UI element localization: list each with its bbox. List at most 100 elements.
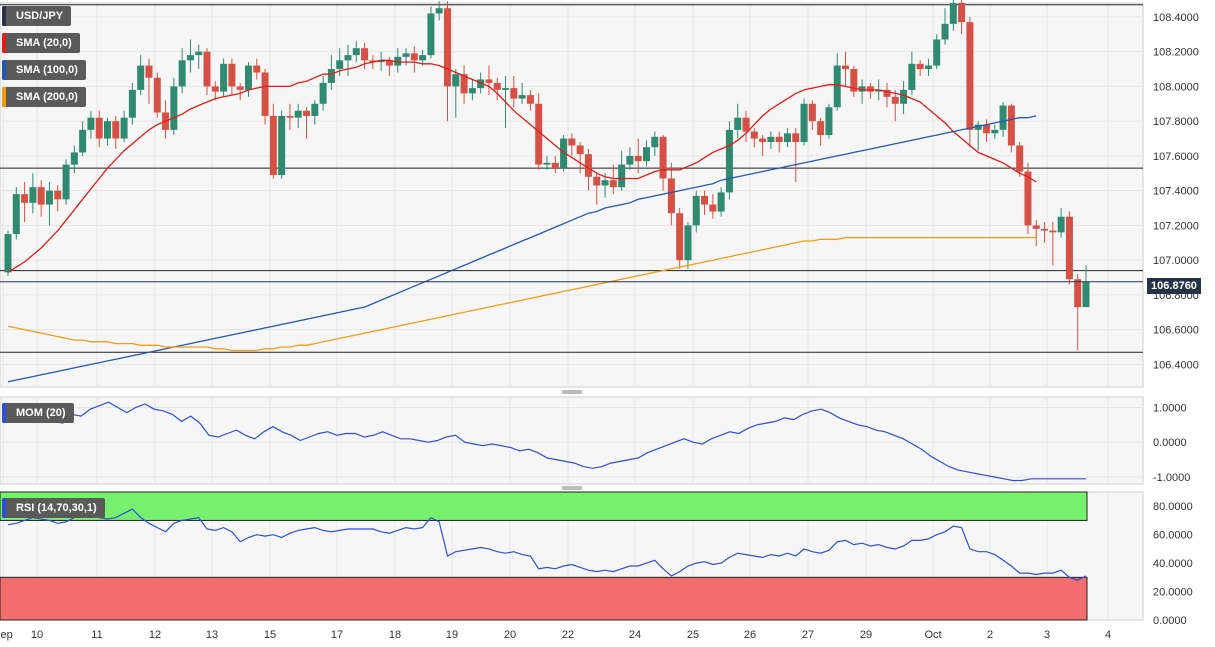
symbol-legend[interactable]: USD/JPY [2, 6, 72, 26]
candle-body [684, 225, 692, 261]
sma20-swatch [2, 33, 6, 53]
candle-body [526, 95, 534, 104]
candle-body [443, 8, 451, 87]
sma100-label: SMA (100,0) [16, 64, 78, 76]
momentum-legend[interactable]: MOM (20) [2, 403, 74, 423]
sma20-legend[interactable]: SMA (20,0) [2, 33, 80, 53]
rsi-tick-label: 60.0000 [1153, 530, 1193, 542]
candle-body [949, 3, 957, 24]
candle-body [709, 204, 717, 212]
candle-body [750, 131, 758, 139]
candle-body [850, 69, 858, 92]
candle-body [95, 117, 103, 139]
rsi-tick-label: 20.0000 [1153, 587, 1193, 599]
candle-body [601, 180, 609, 186]
candle-body [244, 65, 252, 90]
price-tick-label: 108.0000 [1153, 81, 1199, 93]
sma200-legend[interactable]: SMA (200,0) [2, 87, 86, 107]
date-tick-label: 3 [1044, 629, 1050, 641]
candle-body [643, 147, 651, 162]
rsi-line [7, 508, 1087, 581]
price-tick-label: 107.2000 [1153, 220, 1199, 232]
candle-body [1074, 279, 1082, 308]
candle-body [352, 48, 360, 56]
momentum-tick-label: 1.0000 [1153, 402, 1187, 414]
candle-body [634, 155, 642, 162]
date-tick-label: 11 [91, 629, 102, 641]
candle-body [336, 60, 344, 70]
candle-body [369, 60, 377, 63]
candle-body [294, 110, 302, 118]
candle-body [742, 117, 750, 132]
sma100-line [7, 115, 1037, 383]
candle-body [858, 86, 866, 92]
candle-body [999, 105, 1007, 130]
rsi-legend[interactable]: RSI (14,70,30,1) [2, 498, 105, 518]
price-tick-label: 108.4000 [1153, 12, 1199, 24]
candle-body [37, 187, 45, 205]
candle-body [916, 63, 924, 70]
candle-body [319, 82, 327, 104]
candle-body [385, 60, 393, 66]
candle-body [104, 121, 112, 139]
sma100-legend[interactable]: SMA (100,0) [2, 60, 86, 80]
candle-body [29, 187, 37, 203]
candle-body [576, 145, 584, 155]
candle-body [70, 152, 78, 165]
sma20-label: SMA (20,0) [16, 37, 72, 49]
candle-body [891, 96, 899, 104]
candle-body [1016, 145, 1024, 172]
candle-body [560, 138, 568, 169]
candle-body [618, 164, 626, 188]
candle-body [667, 178, 675, 214]
rsi-tick-label: 0.0000 [1153, 615, 1187, 627]
candle-body [303, 110, 311, 116]
sma200-swatch [2, 87, 6, 107]
candle-body [775, 136, 783, 143]
candle-body [659, 136, 667, 179]
candle-body [45, 190, 53, 205]
candle-body [327, 69, 335, 83]
date-tick-label: 15 [264, 629, 276, 641]
momentum-swatch [2, 403, 6, 423]
candle-body [817, 121, 825, 136]
candle-body [518, 95, 526, 99]
symbol-swatch [2, 6, 6, 26]
date-tick-label: 20 [504, 629, 516, 641]
candle-body [966, 22, 974, 130]
candle-body [1024, 171, 1032, 226]
candle-body [427, 13, 435, 56]
date-tick-label: 26 [744, 629, 756, 641]
candle-body [725, 129, 733, 193]
candle-body [468, 88, 476, 94]
candle-body [220, 63, 228, 92]
last-price-tag: 106.8760 [1147, 278, 1201, 294]
candle-body [493, 82, 501, 90]
price-tick-label: 106.6000 [1153, 325, 1199, 337]
candle-body [394, 56, 402, 66]
candle-body [676, 213, 684, 261]
candle-body [269, 115, 277, 176]
candle-body [178, 60, 186, 87]
candle-body [924, 65, 932, 70]
momentum-panel [0, 396, 1144, 485]
symbol-label: USD/JPY [16, 10, 64, 22]
candle-body [502, 88, 510, 90]
sma200-label: SMA (200,0) [16, 91, 78, 103]
candle-body [701, 195, 709, 205]
candle-body [153, 77, 161, 113]
momentum-line [7, 401, 1086, 482]
rsi-tick-label: 80.0000 [1153, 501, 1193, 513]
rsi-overbought-zone [0, 491, 1088, 521]
candle-body [792, 133, 800, 143]
candle-body [186, 55, 194, 61]
date-tick-label: Oct [924, 629, 941, 641]
candle-body [842, 65, 850, 70]
candle-body [361, 48, 369, 61]
candle-body [278, 115, 286, 176]
candle-body [626, 155, 634, 165]
candle-body [195, 51, 203, 56]
price-tick-label: 107.0000 [1153, 255, 1199, 267]
date-tick-label: 29 [860, 629, 872, 641]
